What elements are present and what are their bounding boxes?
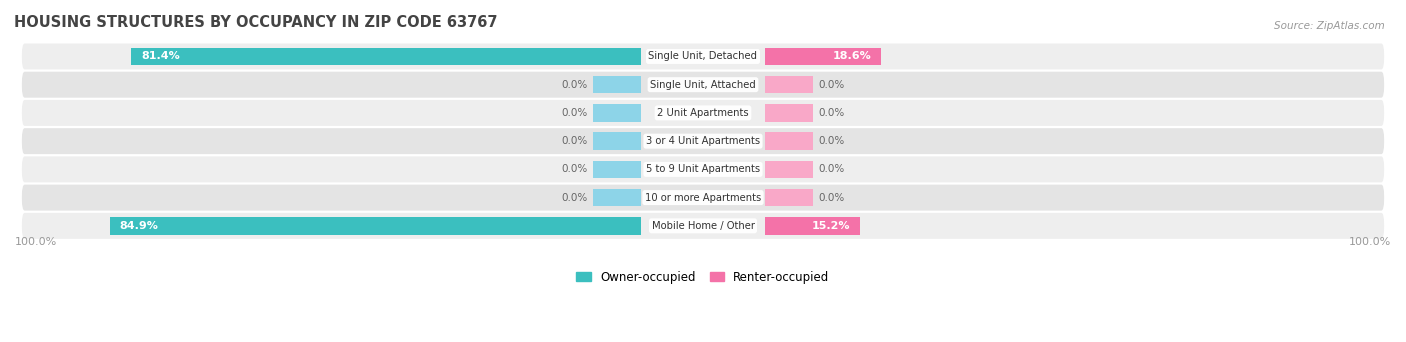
Text: 0.0%: 0.0%: [818, 80, 845, 90]
FancyBboxPatch shape: [22, 100, 1384, 126]
Text: 0.0%: 0.0%: [561, 193, 588, 202]
Legend: Owner-occupied, Renter-occupied: Owner-occupied, Renter-occupied: [576, 271, 830, 284]
Text: 0.0%: 0.0%: [561, 108, 588, 118]
Bar: [765, 132, 813, 150]
Text: 2 Unit Apartments: 2 Unit Apartments: [657, 108, 749, 118]
Bar: [765, 76, 813, 93]
FancyBboxPatch shape: [22, 156, 1384, 182]
Text: Single Unit, Attached: Single Unit, Attached: [650, 80, 756, 90]
Text: 0.0%: 0.0%: [818, 165, 845, 174]
Text: 0.0%: 0.0%: [818, 136, 845, 146]
FancyBboxPatch shape: [22, 185, 1384, 211]
FancyBboxPatch shape: [22, 72, 1384, 98]
Text: 15.2%: 15.2%: [811, 221, 849, 231]
Bar: [765, 48, 882, 65]
Text: 18.6%: 18.6%: [832, 51, 872, 62]
Text: 0.0%: 0.0%: [561, 136, 588, 146]
FancyBboxPatch shape: [22, 213, 1384, 239]
Bar: [593, 76, 641, 93]
Bar: [593, 104, 641, 122]
Text: 10 or more Apartments: 10 or more Apartments: [645, 193, 761, 202]
Text: 0.0%: 0.0%: [561, 80, 588, 90]
Text: 0.0%: 0.0%: [818, 108, 845, 118]
Bar: [131, 48, 641, 65]
Text: Source: ZipAtlas.com: Source: ZipAtlas.com: [1274, 21, 1385, 30]
Text: 81.4%: 81.4%: [142, 51, 180, 62]
Text: 0.0%: 0.0%: [561, 165, 588, 174]
Bar: [765, 161, 813, 178]
Bar: [765, 104, 813, 122]
Text: 100.0%: 100.0%: [15, 237, 58, 247]
Bar: [765, 217, 860, 235]
Text: 5 to 9 Unit Apartments: 5 to 9 Unit Apartments: [645, 165, 761, 174]
Bar: [110, 217, 641, 235]
Bar: [593, 161, 641, 178]
Bar: [765, 189, 813, 206]
Text: 0.0%: 0.0%: [818, 193, 845, 202]
Bar: [593, 132, 641, 150]
Text: 100.0%: 100.0%: [1348, 237, 1391, 247]
Text: Mobile Home / Other: Mobile Home / Other: [651, 221, 755, 231]
FancyBboxPatch shape: [22, 43, 1384, 69]
Text: HOUSING STRUCTURES BY OCCUPANCY IN ZIP CODE 63767: HOUSING STRUCTURES BY OCCUPANCY IN ZIP C…: [14, 15, 498, 30]
FancyBboxPatch shape: [22, 128, 1384, 154]
Bar: [593, 189, 641, 206]
Text: Single Unit, Detached: Single Unit, Detached: [648, 51, 758, 62]
Text: 3 or 4 Unit Apartments: 3 or 4 Unit Apartments: [645, 136, 761, 146]
Text: 84.9%: 84.9%: [120, 221, 159, 231]
